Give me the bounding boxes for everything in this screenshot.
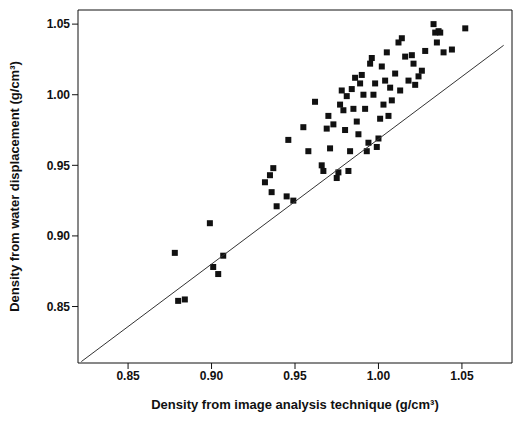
svg-text:0.90: 0.90 (200, 369, 224, 383)
svg-text:1.00: 1.00 (47, 88, 71, 102)
svg-text:1.05: 1.05 (47, 17, 71, 31)
svg-text:0.85: 0.85 (47, 300, 71, 314)
svg-text:Density from image analysis te: Density from image analysis technique (g… (151, 397, 439, 412)
svg-text:Density from water displacemen: Density from water displacement (g/cm³) (7, 61, 22, 312)
svg-text:1.00: 1.00 (367, 369, 391, 383)
svg-text:1.05: 1.05 (450, 369, 474, 383)
svg-text:0.95: 0.95 (47, 159, 71, 173)
svg-text:0.90: 0.90 (47, 229, 71, 243)
svg-text:0.95: 0.95 (283, 369, 307, 383)
svg-text:0.85: 0.85 (116, 369, 140, 383)
